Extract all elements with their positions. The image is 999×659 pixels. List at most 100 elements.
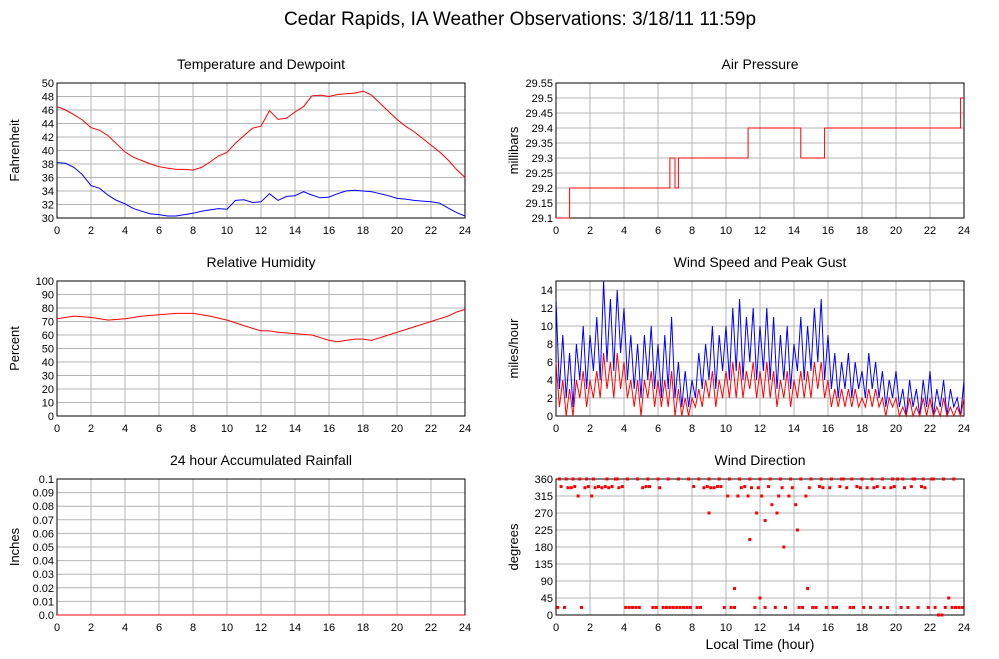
direction-point — [738, 477, 742, 481]
direction-point — [758, 477, 762, 481]
direction-point — [763, 519, 767, 523]
x-tick-label: 4 — [122, 423, 128, 435]
x-tick-label: 18 — [357, 423, 369, 435]
x-tick-label: 14 — [788, 622, 800, 634]
plot-frame — [56, 82, 466, 219]
x-tick-label: 2 — [587, 225, 593, 237]
direction-point — [855, 485, 859, 489]
direction-point — [743, 485, 747, 489]
direction-point — [784, 605, 787, 609]
y-tick-label: 0.0 — [39, 610, 54, 622]
y-tick-label: 44 — [42, 119, 54, 131]
x-tick-label: 8 — [689, 225, 695, 237]
direction-point — [778, 477, 782, 481]
direction-point — [607, 486, 611, 490]
direction-point — [838, 485, 842, 489]
series-line-1 — [555, 352, 965, 418]
direction-point — [580, 605, 583, 609]
direction-point — [634, 605, 638, 609]
y-tick-label: 29.5 — [532, 93, 553, 105]
y-tick-label: 0.04 — [33, 556, 54, 568]
y-tick-label: 90 — [42, 290, 54, 302]
direction-point — [903, 486, 906, 490]
direction-point — [746, 494, 750, 498]
y-axis-label: millibars — [506, 126, 521, 174]
y-tick-label: 10 — [541, 321, 553, 333]
figure-title: Cedar Rapids, IA Weather Observations: 3… — [284, 9, 756, 30]
direction-point — [916, 605, 920, 609]
direction-point — [845, 486, 849, 490]
direction-point — [707, 477, 711, 481]
x-tick-label: 12 — [255, 423, 267, 435]
y-tick-label: 8 — [547, 339, 553, 351]
x-tick-label: 24 — [459, 423, 471, 435]
direction-point — [801, 605, 804, 609]
x-tick-label: 24 — [459, 225, 471, 237]
direction-point — [773, 605, 777, 609]
x-tick-label: 14 — [289, 423, 301, 435]
y-tick-label: 12 — [541, 303, 553, 315]
y-tick-label: 0.02 — [33, 583, 54, 595]
direction-point — [583, 486, 587, 490]
x-tick-label: 10 — [720, 622, 732, 634]
direction-point — [605, 477, 609, 481]
y-tick-label: 4 — [547, 375, 553, 387]
y-tick-label: 0 — [48, 411, 54, 423]
x-tick-label: 22 — [425, 423, 437, 435]
direction-point — [780, 486, 784, 490]
direction-point — [767, 485, 770, 489]
x-tick-label: 16 — [323, 225, 335, 237]
direction-point — [782, 545, 786, 549]
direction-point — [937, 613, 940, 617]
direction-point — [566, 486, 570, 490]
direction-point — [952, 477, 956, 481]
direction-point — [901, 477, 905, 481]
direction-point — [636, 477, 640, 481]
x-tick-label: 22 — [924, 225, 936, 237]
direction-point — [661, 605, 665, 609]
direction-point — [756, 486, 760, 490]
direction-point — [722, 605, 726, 609]
y-tick-label: 29.4 — [532, 123, 553, 135]
direction-point — [620, 485, 624, 489]
x-tick-label: 20 — [890, 423, 902, 435]
direction-point — [829, 477, 833, 481]
x-tick-label: 24 — [958, 622, 970, 634]
direction-point — [920, 485, 923, 489]
direction-point — [775, 511, 779, 515]
x-tick-label: 2 — [88, 225, 94, 237]
direction-point — [733, 587, 736, 591]
series-line-1 — [56, 162, 466, 217]
direction-point — [685, 605, 689, 609]
direction-point — [707, 511, 711, 515]
y-tick-label: 0.01 — [33, 596, 54, 608]
direction-point — [957, 605, 961, 609]
x-tick-label: 2 — [587, 423, 593, 435]
series-line-0 — [555, 280, 965, 417]
direction-point — [556, 605, 560, 609]
y-axis-label: Fahrenheit — [7, 119, 22, 182]
y-tick-label: 180 — [535, 542, 553, 554]
direction-point — [807, 486, 811, 490]
panel-pressure: 0 2 4 6 8 10 12 14 16 18 20 22 2429.129.1529.229.252… — [506, 56, 970, 237]
direction-point — [814, 605, 818, 609]
x-tick-label: 24 — [958, 423, 970, 435]
direction-point — [651, 605, 655, 609]
x-tick-label: 2 — [88, 622, 94, 634]
y-tick-label: 10 — [42, 398, 54, 410]
x-tick-label: 10 — [221, 622, 233, 634]
x-tick-label: 20 — [391, 423, 403, 435]
direction-point — [697, 477, 701, 481]
direction-point — [889, 486, 893, 490]
direction-point — [789, 477, 793, 481]
x-tick-label: 22 — [924, 423, 936, 435]
direction-point — [831, 605, 835, 609]
x-tick-label: 20 — [890, 622, 902, 634]
direction-point — [768, 477, 772, 481]
x-tick-label: 6 — [655, 423, 661, 435]
y-tick-label: 135 — [535, 559, 553, 571]
direction-point — [748, 477, 752, 481]
x-tick-label: 6 — [156, 423, 162, 435]
y-tick-label: 29.55 — [525, 78, 553, 90]
x-tick-label: 16 — [323, 622, 335, 634]
